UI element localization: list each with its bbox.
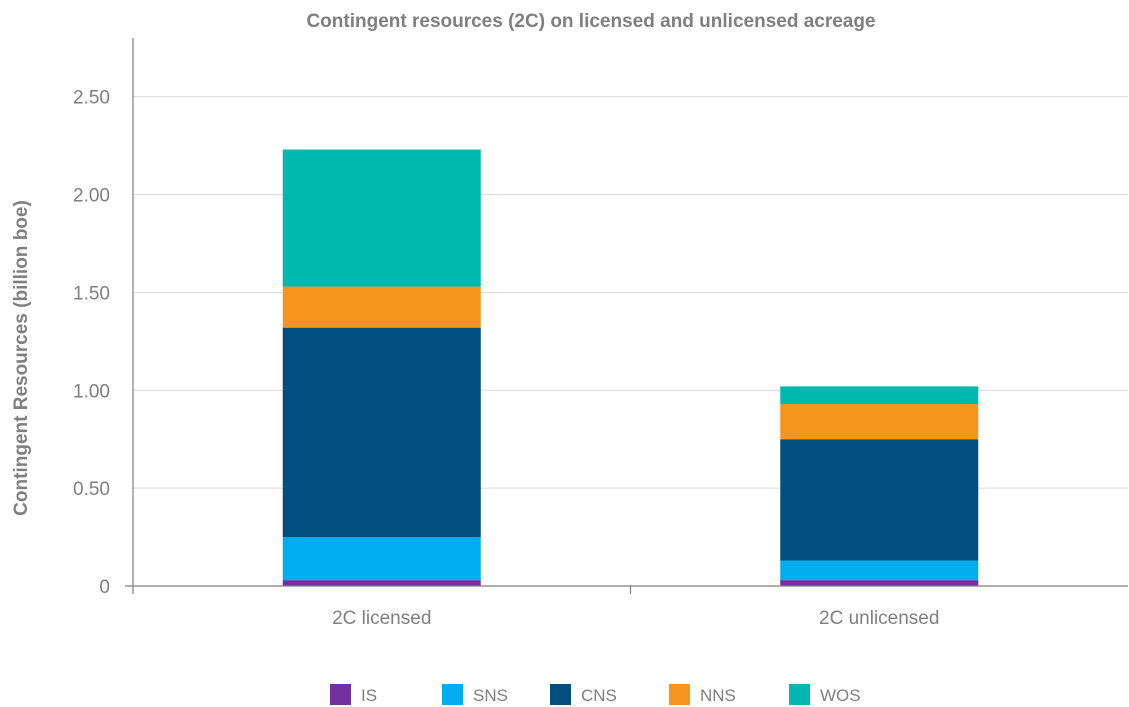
gridlines	[133, 96, 1128, 489]
bar-segment-wos	[282, 149, 481, 287]
legend-item-is: IS	[330, 684, 377, 705]
bar-segment-is	[282, 580, 481, 586]
legend-label: CNS	[581, 686, 617, 705]
y-tick-label: 2.50	[73, 88, 110, 109]
x-category-label: 2C unlicensed	[819, 608, 939, 629]
bar-segment-sns	[282, 537, 481, 581]
y-tick-label: 1.50	[73, 283, 110, 304]
bar-segment-sns	[780, 560, 979, 581]
bar-segment-wos	[780, 386, 979, 404]
bars	[282, 149, 979, 586]
x-category-label: 2C licensed	[332, 608, 431, 629]
y-tick-labels: 0 0.50 1.00 1.50 2.00 2.50	[73, 88, 110, 598]
legend-item-sns: SNS	[442, 684, 508, 705]
legend-label: SNS	[473, 686, 508, 705]
legend-label: NNS	[700, 686, 736, 705]
y-tick-label: 1.00	[73, 381, 110, 402]
category-labels: 2C licensed 2C unlicensed	[332, 608, 939, 629]
legend-item-cns: CNS	[550, 684, 617, 705]
bar-segment-is	[780, 580, 979, 586]
bar-segment-cns	[780, 439, 979, 561]
legend-swatch	[669, 684, 690, 705]
bar-segment-nns	[780, 403, 979, 440]
y-axis-label: Contingent Resources (billion boe)	[11, 200, 32, 516]
y-tick-label: 2.00	[73, 186, 110, 207]
legend-swatch	[789, 684, 810, 705]
legend-item-wos: WOS	[789, 684, 861, 705]
legend-swatch	[550, 684, 571, 705]
bar-segment-nns	[282, 286, 481, 328]
bar-segment-cns	[282, 327, 481, 538]
legend-swatch	[330, 684, 351, 705]
chart-title: Contingent resources (2C) on licensed an…	[306, 11, 875, 32]
legend-item-nns: NNS	[669, 684, 736, 705]
axes	[125, 38, 1128, 594]
legend: IS SNS CNS NNS WOS	[330, 684, 861, 705]
legend-swatch	[442, 684, 463, 705]
legend-label: WOS	[820, 686, 861, 705]
y-tick-label: 0.50	[73, 479, 110, 500]
y-tick-label: 0	[99, 577, 110, 598]
legend-label: IS	[361, 686, 377, 705]
